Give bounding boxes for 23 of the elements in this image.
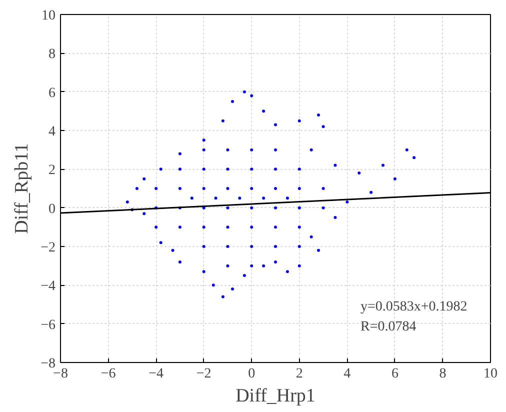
y-tick-label: −6	[40, 318, 56, 333]
x-tick-label: 8	[439, 366, 446, 382]
y-tick-label: 6	[48, 86, 56, 101]
x-tick-label: −4	[148, 366, 164, 382]
x-tick-label: 6	[391, 366, 398, 382]
y-tick-label: −2	[40, 240, 56, 256]
x-tick-label: 4	[344, 366, 351, 382]
y-tick-label: 2	[48, 163, 56, 178]
y-tick-label: 0	[48, 202, 56, 217]
x-tick-label: −2	[196, 366, 212, 382]
x-axis-title: Diff_Hrp1	[236, 386, 316, 406]
x-tick-label: −6	[100, 366, 116, 382]
annotation: y=0.0583x+0.1982	[360, 300, 468, 314]
y-tick-label: 10	[42, 8, 56, 24]
y-tick-label: 4	[48, 124, 56, 140]
y-tick-label: −8	[40, 356, 56, 372]
x-tick-label: 10	[484, 366, 498, 382]
annotation: R=0.0784	[360, 320, 416, 334]
y-tick-label: 8	[48, 47, 56, 62]
y-axis-title: Diff_Rpb11	[12, 143, 33, 234]
x-tick-label: 2	[296, 366, 303, 382]
x-tick-label: 0	[248, 366, 256, 382]
y-tick-label: −4	[40, 279, 56, 294]
